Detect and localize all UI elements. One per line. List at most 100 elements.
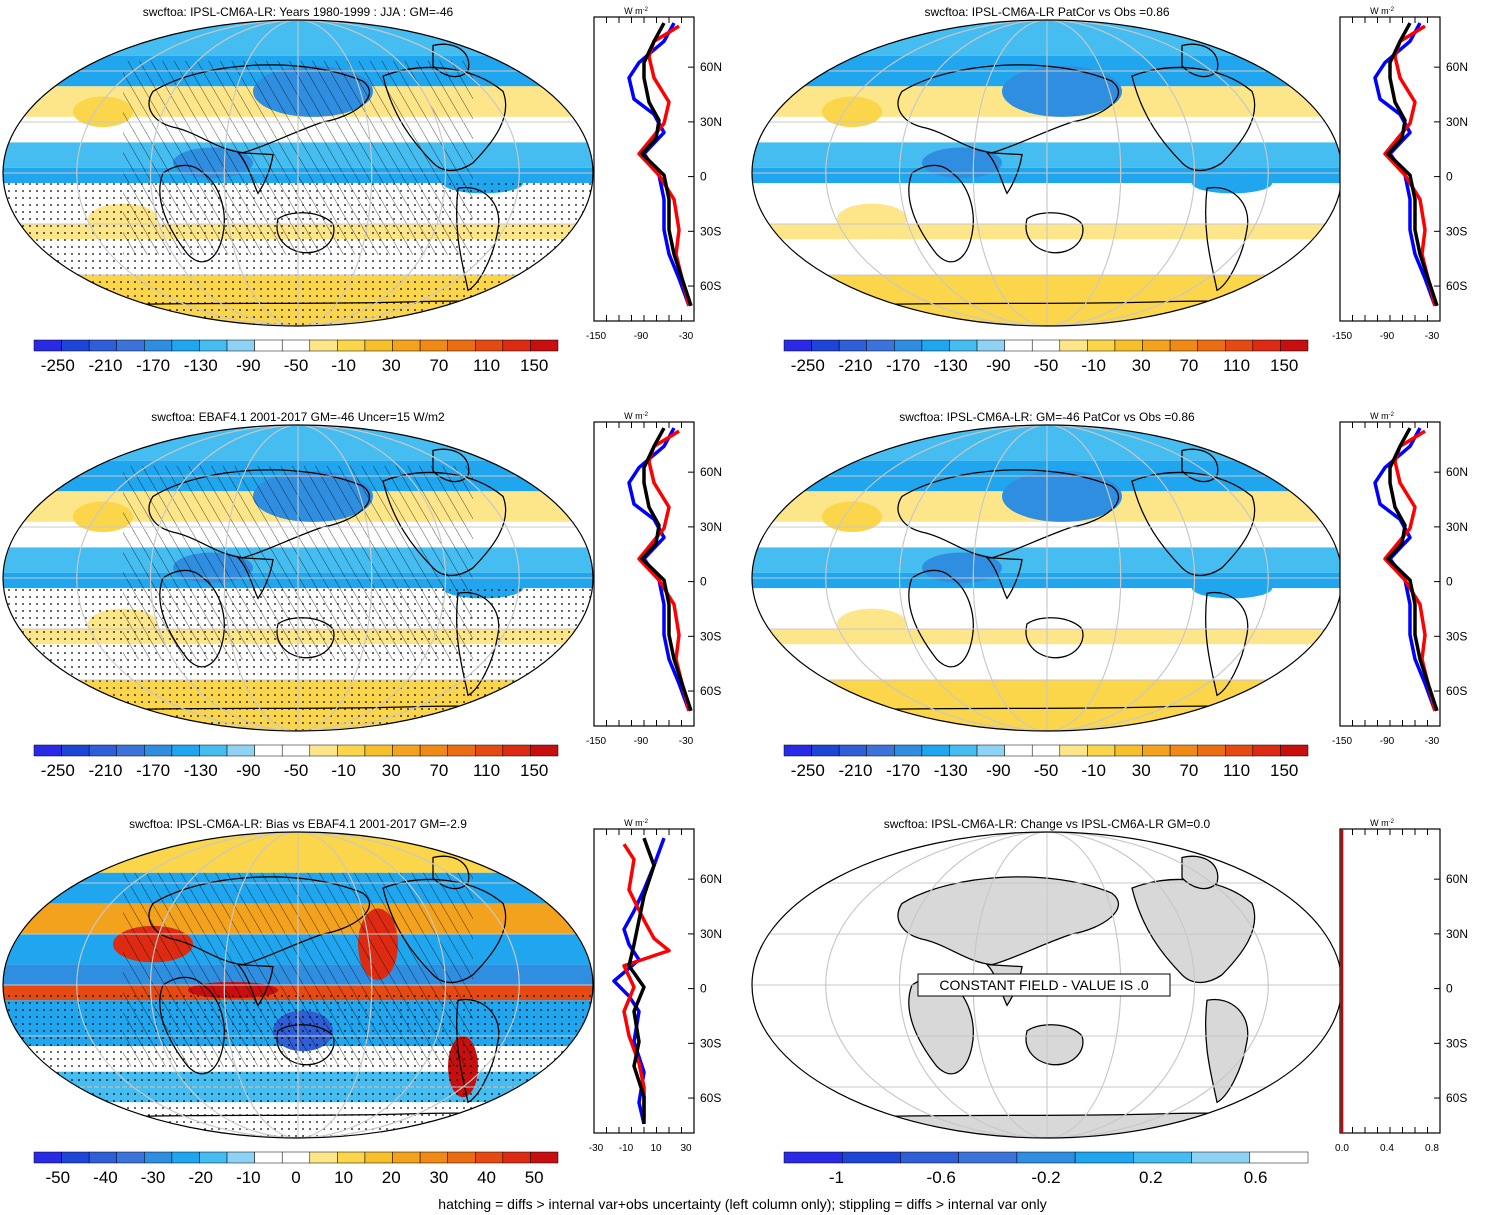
- colorbar-label: -210: [838, 356, 872, 375]
- colorbar-label: -130: [934, 356, 968, 375]
- profile-tick-label: -10: [619, 1143, 634, 1154]
- field-blob: [73, 96, 133, 128]
- lat-label: 60S: [700, 1091, 721, 1105]
- colorbar-label: -40: [93, 1168, 118, 1187]
- field-blob: [837, 608, 907, 640]
- profile-tick-label: -150: [586, 736, 606, 747]
- colorbar-swatch: [61, 744, 90, 757]
- profile-frame: [1339, 828, 1441, 1134]
- colorbar-swatch: [949, 744, 978, 757]
- footnote: hatching = diffs > internal var+obs unce…: [438, 1196, 1047, 1212]
- colorbar-swatch: [1280, 339, 1309, 352]
- colorbar-swatch: [33, 1151, 62, 1164]
- graticule-lon: [223, 20, 373, 326]
- field-blob: [822, 96, 882, 128]
- zonal-profile: W m-2 60N 30N 0 30S 60S -150 -90 -30: [1332, 6, 1468, 342]
- panel-title: swcftoa: IPSL-CM6A-LR: GM=-46 PatCor vs …: [899, 410, 1195, 424]
- map-projection: [2, 424, 594, 732]
- colorbar-swatch: [116, 744, 145, 757]
- colorbar-swatch: [88, 339, 117, 352]
- colorbar-swatch: [309, 744, 338, 757]
- profile-tick-label: 0.0: [1335, 1143, 1349, 1154]
- graticule-lon: [76, 20, 520, 326]
- colorbar-label: -170: [886, 761, 920, 780]
- colorbar-swatch: [1059, 339, 1088, 352]
- lat-label: 30N: [1446, 520, 1468, 534]
- colorbar-swatch: [1016, 1151, 1076, 1164]
- colorbar-swatch: [502, 339, 531, 352]
- colorbar-swatch: [1114, 339, 1143, 352]
- colorbar-swatch: [811, 339, 840, 352]
- colorbar-swatch: [254, 339, 283, 352]
- colorbar-label: 30: [382, 356, 401, 375]
- colorbar-label: -90: [986, 761, 1011, 780]
- lat-label: 0: [700, 575, 707, 589]
- zonal-profile: W m-2 60N 30N 0 30S 60S 0.0 0.4 0.8: [1335, 818, 1468, 1154]
- colorbar-swatch: [921, 339, 950, 352]
- colorbar-swatch: [1142, 339, 1171, 352]
- colorbar-swatch: [309, 339, 338, 352]
- lat-label: 60N: [700, 60, 722, 74]
- colorbar-label: -130: [184, 356, 218, 375]
- zonal-profile: W m-2 60N 30N 0 30S 60S -150 -90 -30: [586, 6, 722, 342]
- lat-label: 30N: [1446, 927, 1468, 941]
- field-blob: [1002, 470, 1122, 522]
- colorbar-swatch: [1004, 339, 1033, 352]
- colorbar-swatch: [475, 744, 504, 757]
- colorbar-label: -250: [41, 356, 75, 375]
- lat-label: 60N: [700, 465, 722, 479]
- colorbar-swatch: [226, 1151, 255, 1164]
- colorbar-swatch: [783, 744, 812, 757]
- colorbar-swatch: [1169, 744, 1198, 757]
- colorbar-swatch: [783, 1151, 843, 1164]
- graticule-lon: [825, 20, 1269, 326]
- coastline: [898, 877, 1118, 965]
- profile-line-model: [640, 427, 693, 712]
- colorbar-swatch: [88, 744, 117, 757]
- lat-label: 30S: [700, 629, 721, 643]
- colorbar-label: -50: [284, 356, 309, 375]
- colorbar-swatch: [281, 339, 311, 352]
- colorbar-swatch: [281, 744, 311, 757]
- lat-label: 60S: [1446, 1091, 1467, 1105]
- colorbar-label: -10: [331, 356, 356, 375]
- zonal-profile: W m-2 60N 30N 0 30S 60S -30 -10 10 30: [589, 818, 722, 1154]
- colorbar-swatch: [530, 1151, 559, 1164]
- colorbar-label: 50: [525, 1168, 544, 1187]
- colorbar-swatch: [337, 1151, 366, 1164]
- colorbar-label: -90: [236, 356, 261, 375]
- field-blob: [922, 147, 1002, 179]
- colorbar-label: 110: [473, 356, 500, 375]
- colorbar-swatch: [1087, 339, 1116, 352]
- coastline: [1206, 593, 1248, 696]
- graticule-lon: [972, 425, 1122, 731]
- colorbar-label: -10: [236, 1168, 261, 1187]
- colorbar-swatch: [419, 744, 448, 757]
- colorbar-label: -0.2: [1031, 1168, 1060, 1187]
- colorbar-swatch: [199, 1151, 228, 1164]
- lat-label: 30S: [700, 224, 721, 238]
- coastline: [1026, 618, 1083, 658]
- colorbar-label: 150: [1270, 761, 1298, 780]
- colorbar-swatch: [1031, 744, 1061, 757]
- colorbar-swatch: [392, 744, 421, 757]
- unit-label: W m-2: [624, 411, 648, 421]
- panel-title: swcftoa: IPSL-CM6A-LR: Change vs IPSL-CM…: [884, 817, 1211, 831]
- colorbar-label: 0.6: [1244, 1168, 1268, 1187]
- colorbar-swatch: [61, 339, 90, 352]
- colorbar-swatch: [226, 744, 255, 757]
- colorbar-label: 30: [429, 1168, 448, 1187]
- colorbar-swatch: [392, 339, 421, 352]
- profile-tick-label: -30: [1425, 331, 1440, 342]
- colorbar-label: 70: [1179, 761, 1198, 780]
- coastline: [1206, 188, 1248, 291]
- colorbar-swatch: [199, 339, 228, 352]
- colorbar-swatch: [447, 339, 476, 352]
- field-blob: [922, 552, 1002, 584]
- colorbar: -250 -210 -170 -130 -90 -50 -10 30 70 110 150: [33, 339, 559, 375]
- graticule-lon: [150, 425, 446, 731]
- lat-label: 60N: [700, 872, 722, 886]
- colorbar-label: -90: [236, 761, 261, 780]
- profile-tick-label: -90: [634, 331, 649, 342]
- colorbar-label: -0.6: [927, 1168, 956, 1187]
